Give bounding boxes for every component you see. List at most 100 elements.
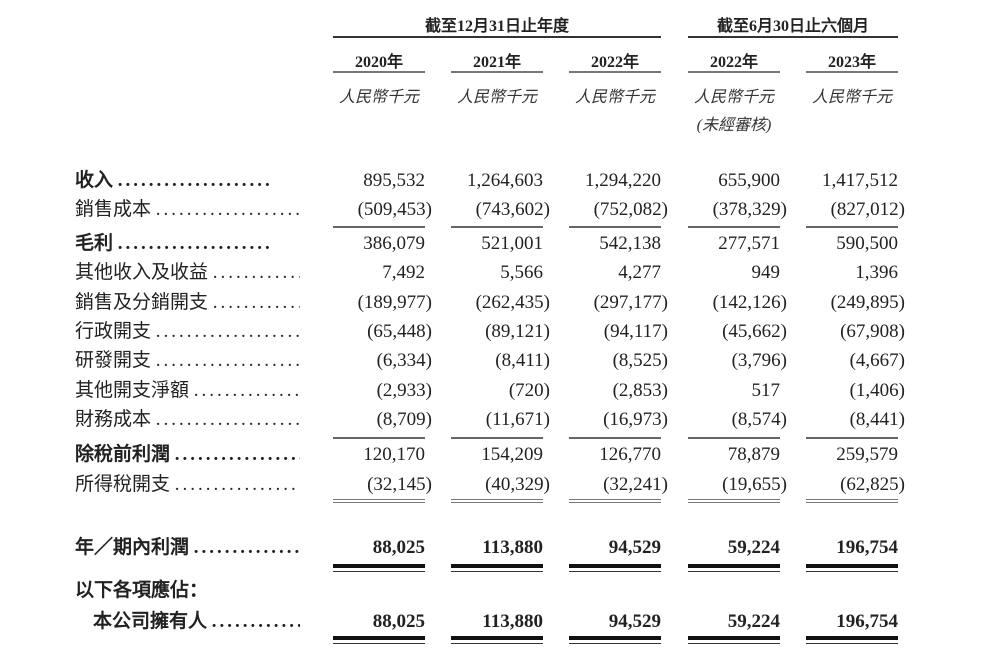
total-double-rule xyxy=(688,499,780,503)
table-row: 銷售及分銷開支 .................... (189,977) (26… xyxy=(0,290,988,316)
row-value: (65,448) xyxy=(367,321,432,342)
row-value: (6,334) xyxy=(376,350,432,371)
row-value: 113,880 xyxy=(482,537,543,558)
row-value: 1,264,603 xyxy=(467,170,543,191)
total-double-rule xyxy=(806,499,898,503)
row-value: 590,500 xyxy=(836,233,898,254)
row-value: 1,396 xyxy=(855,262,898,283)
total-double-rule xyxy=(806,564,898,572)
row-value: 154,209 xyxy=(481,444,543,465)
table-row: 除稅前利潤 .................... 120,170 154,209… xyxy=(0,442,988,468)
total-double-rule xyxy=(451,636,543,644)
row-label-text: 毛利 xyxy=(75,233,114,254)
row-value: 5,566 xyxy=(500,262,543,283)
row-value: (45,662) xyxy=(722,321,787,342)
row-label-text: 所得稅開支 xyxy=(75,474,171,495)
group-header-interim: 截至6月30日止六個月 xyxy=(716,18,869,35)
row-value: (19,655) xyxy=(722,474,787,495)
total-double-rule xyxy=(333,636,425,644)
row-value: 59,224 xyxy=(727,537,780,558)
row-label: 毛利 .................... xyxy=(75,233,273,254)
row-value: (4,667) xyxy=(849,350,905,371)
row-value: (8,411) xyxy=(495,350,550,371)
row-label: 研發開支 .................... xyxy=(75,350,300,371)
row-label: 銷售成本 .................... xyxy=(75,199,300,220)
row-value: 895,532 xyxy=(363,170,425,191)
subtotal-rule xyxy=(806,226,898,228)
column-rule xyxy=(806,71,898,73)
row-value: 517 xyxy=(751,380,781,401)
table-row: 財務成本 .................... (8,709) (11,671)… xyxy=(0,407,988,433)
row-value: 949 xyxy=(751,262,781,283)
table-row: 其他收入及收益 .................... 7,492 5,566 4,… xyxy=(0,260,988,286)
table-row: 研發開支 .................... (6,334) (8,411) (… xyxy=(0,348,988,374)
row-value: 78,879 xyxy=(727,444,780,465)
row-value: 386,079 xyxy=(363,233,425,254)
column-rule xyxy=(333,71,425,73)
row-value: (32,241) xyxy=(603,474,668,495)
row-value: (16,973) xyxy=(603,409,668,430)
row-value: (189,977) xyxy=(357,292,432,313)
total-double-rule xyxy=(569,564,661,572)
row-value: 259,579 xyxy=(836,444,898,465)
row-label-text: 本公司擁有人 xyxy=(93,611,208,632)
row-label: 其他收入及收益 .................... xyxy=(75,262,300,283)
row-value: 1,294,220 xyxy=(585,170,661,191)
column-unit: 人民幣千元 xyxy=(338,89,419,106)
column-unit: 人民幣千元 xyxy=(456,89,537,106)
row-value: (720) xyxy=(508,380,550,401)
row-value: (2,853) xyxy=(612,380,668,401)
subtotal-rule xyxy=(569,437,661,439)
subtotal-rule xyxy=(688,437,780,439)
column-rule xyxy=(569,71,661,73)
row-value: (752,082) xyxy=(593,199,668,220)
column-year: 2023年 xyxy=(827,54,876,71)
column-year: 2021年 xyxy=(472,54,521,71)
row-label-text: 銷售及分銷開支 xyxy=(75,292,209,313)
total-double-rule xyxy=(451,499,543,503)
subtotal-rule xyxy=(451,437,543,439)
row-value: 196,754 xyxy=(836,611,898,632)
row-label-text: 研發開支 xyxy=(75,350,152,371)
row-label-text: 其他開支淨額 xyxy=(75,380,190,401)
column-year: 2022年 xyxy=(709,54,758,71)
table-row: 銷售成本 .................... (509,453) (743,6… xyxy=(0,197,988,223)
row-value: (94,117) xyxy=(603,321,668,342)
row-value: 94,529 xyxy=(608,611,661,632)
table-row: 其他開支淨額 .................... (2,933) (720) (… xyxy=(0,378,988,404)
total-double-rule xyxy=(569,499,661,503)
subtotal-rule xyxy=(806,437,898,439)
table-row: 本公司擁有人 .................... 88,025 113,880… xyxy=(0,609,988,635)
row-value: 521,001 xyxy=(481,233,543,254)
total-double-rule xyxy=(569,636,661,644)
row-label: 財務成本 .................... xyxy=(75,409,300,430)
column-rule xyxy=(451,71,543,73)
row-label: 所得稅開支 .................... xyxy=(75,474,300,495)
row-label: 其他開支淨額 .................... xyxy=(75,380,300,401)
row-value: (142,126) xyxy=(712,292,787,313)
group-rule-annual xyxy=(333,36,661,38)
table-row: 行政開支 .................... (65,448) (89,121… xyxy=(0,319,988,345)
row-value: (8,441) xyxy=(849,409,905,430)
group-rule-interim xyxy=(688,36,898,38)
row-value: 126,770 xyxy=(599,444,661,465)
row-label: 以下各項應佔： xyxy=(75,578,300,604)
row-value: (262,435) xyxy=(475,292,550,313)
row-value: (32,145) xyxy=(367,474,432,495)
row-label: 行政開支 .................... xyxy=(75,321,300,342)
total-double-rule xyxy=(806,636,898,644)
column-unit: 人民幣千元 xyxy=(574,89,655,106)
row-label-text: 除稅前利潤 xyxy=(75,444,171,465)
row-value: (8,574) xyxy=(731,409,787,430)
column-year: 2022年 xyxy=(590,54,639,71)
row-value: 196,754 xyxy=(836,537,898,558)
total-double-rule xyxy=(333,564,425,572)
table-row: 毛利 .................... 386,079 521,001 542… xyxy=(0,231,988,257)
total-double-rule xyxy=(333,499,425,503)
row-value: (89,121) xyxy=(485,321,550,342)
row-label: 本公司擁有人 .................... xyxy=(93,611,300,632)
row-value: (297,177) xyxy=(593,292,668,313)
row-value: (8,709) xyxy=(376,409,432,430)
table-row: 年／期內利潤 .................... 88,025 113,880… xyxy=(0,535,988,561)
row-value: 4,277 xyxy=(618,262,661,283)
